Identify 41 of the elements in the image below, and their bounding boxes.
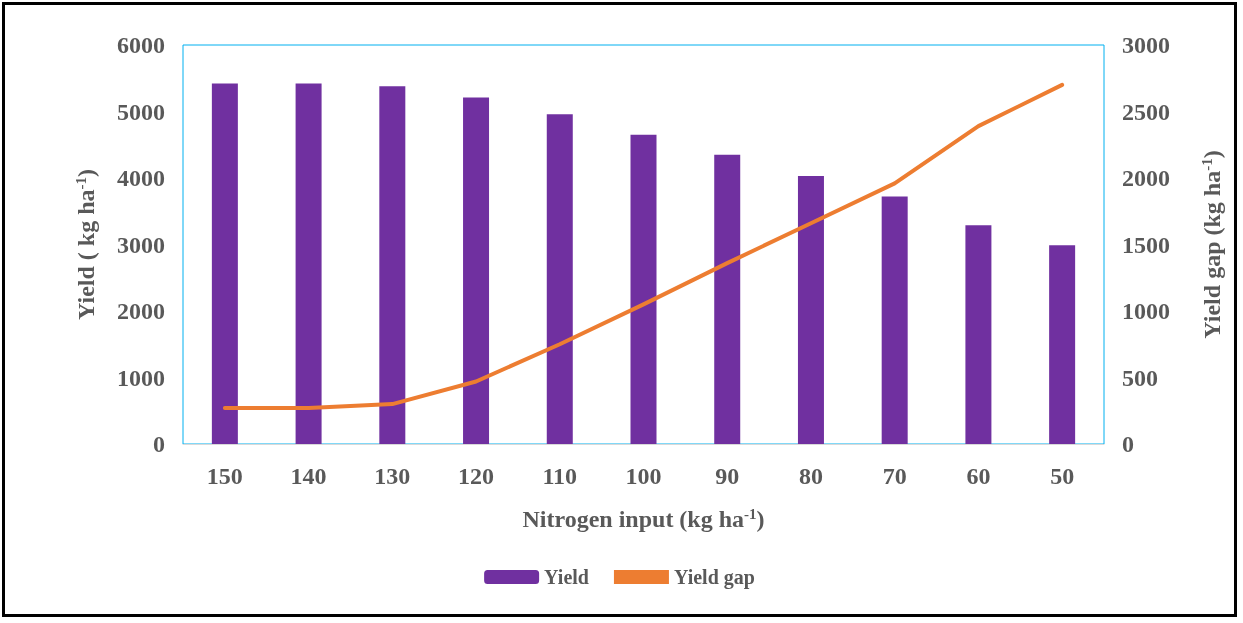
legend-label: Yield gap	[673, 566, 755, 589]
bar	[463, 97, 490, 444]
bar	[295, 83, 322, 444]
bar	[881, 196, 908, 444]
x-tick-label: 70	[882, 463, 907, 489]
y-tick-label: 0	[153, 431, 165, 457]
y2-tick-label: 2000	[1122, 165, 1170, 191]
bar	[797, 176, 824, 444]
y2-tick-label: 1000	[1122, 298, 1170, 324]
y-tick-label: 6000	[117, 32, 165, 58]
line-series	[222, 82, 1065, 411]
y-tick-label: 1000	[117, 364, 165, 391]
x-tick-label: 50	[1050, 463, 1075, 489]
bar	[630, 134, 657, 444]
bar	[546, 114, 573, 444]
bar	[211, 83, 238, 444]
x-tick-label: 110	[542, 463, 578, 489]
y-tick-label: 4000	[117, 165, 165, 191]
y2-axis-title: Yield gap (kg ha-1)	[1198, 150, 1225, 339]
y-tick-label: 2000	[117, 298, 165, 324]
x-tick-label: 130	[374, 463, 411, 489]
y-tick-label: 5000	[117, 98, 165, 125]
y-tick-label: 3000	[117, 231, 165, 258]
y2-tick-label: 1500	[1122, 231, 1170, 258]
y2-tick-label: 3000	[1122, 32, 1170, 58]
x-tick-label: 60	[966, 463, 991, 489]
y2-tick-label: 2500	[1122, 98, 1170, 125]
x-tick-label: 90	[715, 463, 740, 489]
bar	[965, 225, 992, 444]
x-tick-label: 120	[458, 463, 495, 489]
bar	[1049, 245, 1076, 444]
bar	[714, 154, 741, 444]
legend-label: Yield	[544, 566, 589, 588]
x-tick-label: 150	[206, 463, 243, 489]
x-tick-label: 140	[290, 463, 327, 489]
x-tick-label: 80	[798, 463, 823, 489]
y2-tick-label: 0	[1122, 431, 1134, 457]
y-axis-title: Yield ( kg ha-1)	[72, 169, 99, 320]
y2-tick-label: 500	[1122, 364, 1158, 391]
bar	[379, 86, 406, 444]
x-tick-label: 100	[625, 463, 662, 489]
